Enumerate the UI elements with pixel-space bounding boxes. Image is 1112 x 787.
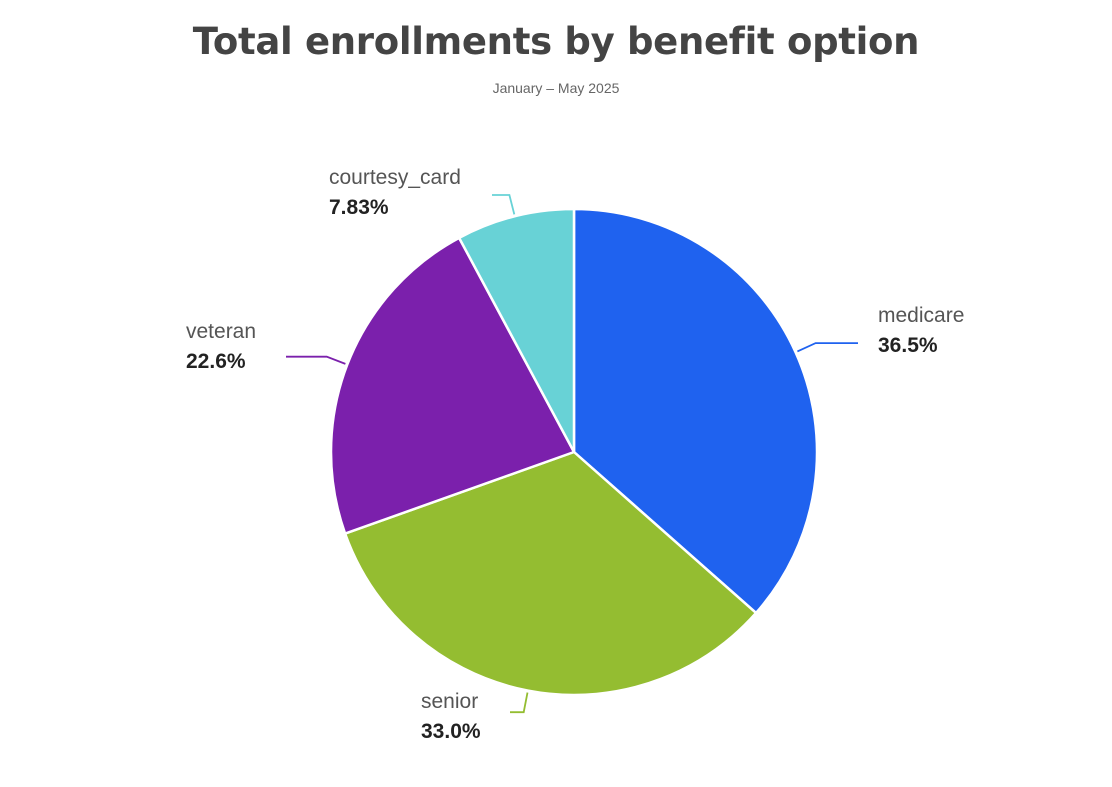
slice-label-senior: senior	[421, 690, 478, 713]
slice-labels: medicare 36.5% senior 33.0% veteran 22.6% cour…	[186, 166, 964, 743]
leader-line-medicare	[797, 342, 858, 353]
pie-slice-medicare[interactable]	[572, 207, 819, 615]
leader-line-senior	[510, 692, 529, 714]
pie-slice-courtesy-card[interactable]	[457, 207, 576, 454]
pie-slice-senior[interactable]	[343, 450, 758, 697]
slice-label-medicare: medicare	[878, 304, 964, 327]
leader-line-courtesy-card	[492, 194, 516, 215]
leader-lines	[286, 194, 858, 714]
chart-subtitle: January – May 2025	[492, 80, 620, 96]
pie-slice-veteran[interactable]	[329, 236, 576, 535]
slice-percent-senior: 33.0%	[421, 720, 481, 743]
slice-label-veteran: veteran	[186, 320, 256, 343]
slice-percent-courtesy-card: 7.83%	[329, 196, 389, 219]
chart-title: Total enrollments by benefit option	[192, 20, 920, 63]
slice-percent-veteran: 22.6%	[186, 350, 246, 373]
pie-slices	[329, 207, 819, 697]
slice-percent-medicare: 36.5%	[878, 334, 938, 357]
leader-line-veteran	[286, 355, 346, 365]
slice-label-courtesy-card: courtesy_card	[329, 166, 461, 189]
